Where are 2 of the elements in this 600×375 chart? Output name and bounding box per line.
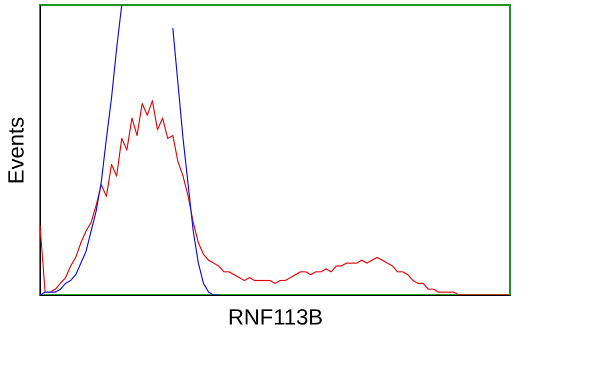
y-axis-title: Events — [4, 116, 28, 184]
x-axis-title: RNF113B — [228, 304, 323, 330]
